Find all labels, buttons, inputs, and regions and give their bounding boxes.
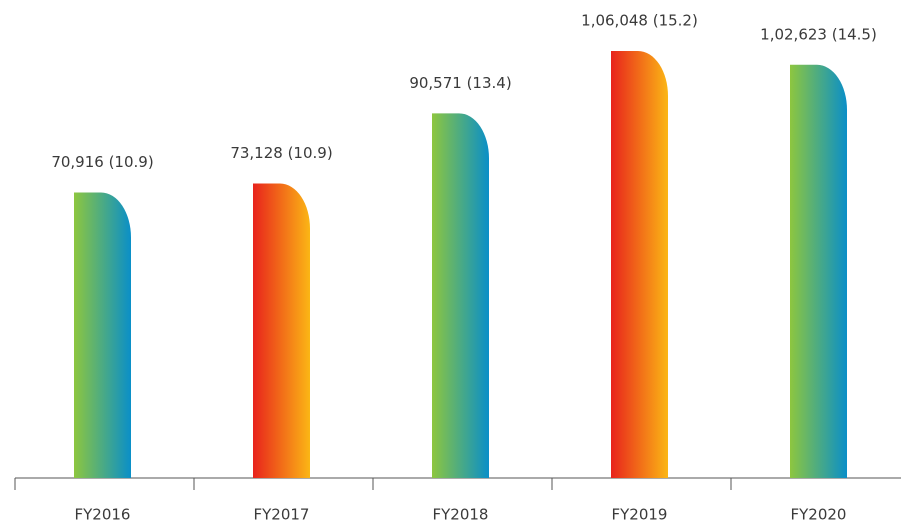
value-label: 90,571 (13.4) bbox=[409, 74, 511, 92]
x-tick-label: FY2016 bbox=[75, 506, 131, 524]
x-tick-label: FY2020 bbox=[791, 506, 847, 524]
x-tick-label: FY2018 bbox=[433, 506, 489, 524]
value-label: 1,02,623 (14.5) bbox=[760, 25, 877, 43]
x-tick-label: FY2019 bbox=[612, 506, 668, 524]
bar bbox=[74, 192, 131, 478]
bar bbox=[253, 183, 310, 478]
bar bbox=[790, 64, 847, 479]
x-tick-label: FY2017 bbox=[254, 506, 310, 524]
value-label: 1,06,048 (15.2) bbox=[581, 12, 698, 30]
value-label: 70,916 (10.9) bbox=[51, 153, 153, 171]
bar bbox=[611, 51, 668, 478]
bar bbox=[432, 113, 489, 478]
value-label: 73,128 (10.9) bbox=[230, 144, 332, 162]
